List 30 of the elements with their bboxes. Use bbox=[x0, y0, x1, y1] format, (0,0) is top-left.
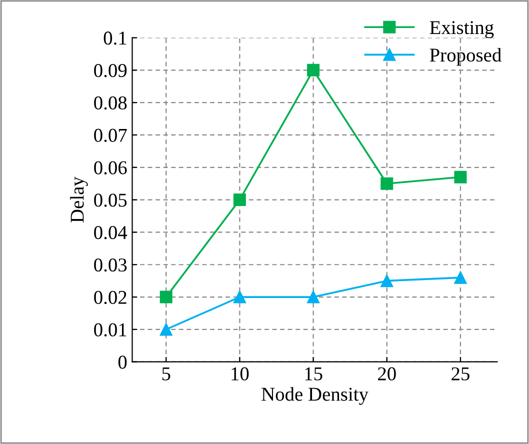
y-tick-label: 0 bbox=[118, 356, 127, 369]
y-tick-label: 0.01 bbox=[94, 323, 126, 336]
legend-label: Proposed bbox=[430, 48, 502, 66]
y-tick-label: 0.03 bbox=[94, 258, 127, 272]
y-axis-title: Delay bbox=[70, 176, 88, 222]
y-tick-label: 0.08 bbox=[94, 96, 127, 110]
point bbox=[454, 170, 467, 184]
point bbox=[380, 177, 394, 190]
y-tick-label: 0.07 bbox=[94, 128, 127, 142]
x-tick-label: 20 bbox=[378, 367, 396, 380]
y-tick-label: 0.09 bbox=[94, 64, 127, 78]
point bbox=[380, 274, 394, 288]
x-axis-title: Node Density bbox=[262, 387, 368, 405]
y-tick-label: 0.02 bbox=[94, 290, 126, 304]
y-tick-label: 0.04 bbox=[94, 226, 128, 240]
x-tick-label: 10 bbox=[232, 367, 249, 380]
y-tick-label: 0.05 bbox=[94, 194, 127, 207]
point bbox=[233, 194, 246, 206]
y-tick-label: 0.06 bbox=[94, 161, 127, 174]
x-tick-label: 5 bbox=[162, 367, 170, 380]
point bbox=[233, 290, 246, 304]
legend-label: Existing bbox=[430, 21, 494, 38]
point bbox=[307, 290, 320, 304]
point bbox=[160, 323, 172, 336]
point bbox=[307, 64, 320, 76]
point bbox=[454, 271, 467, 284]
y-tick-label: 0.1 bbox=[104, 32, 126, 45]
x-tick-label: 15 bbox=[305, 367, 322, 380]
point bbox=[160, 290, 172, 304]
x-tick-label: 25 bbox=[452, 367, 470, 380]
